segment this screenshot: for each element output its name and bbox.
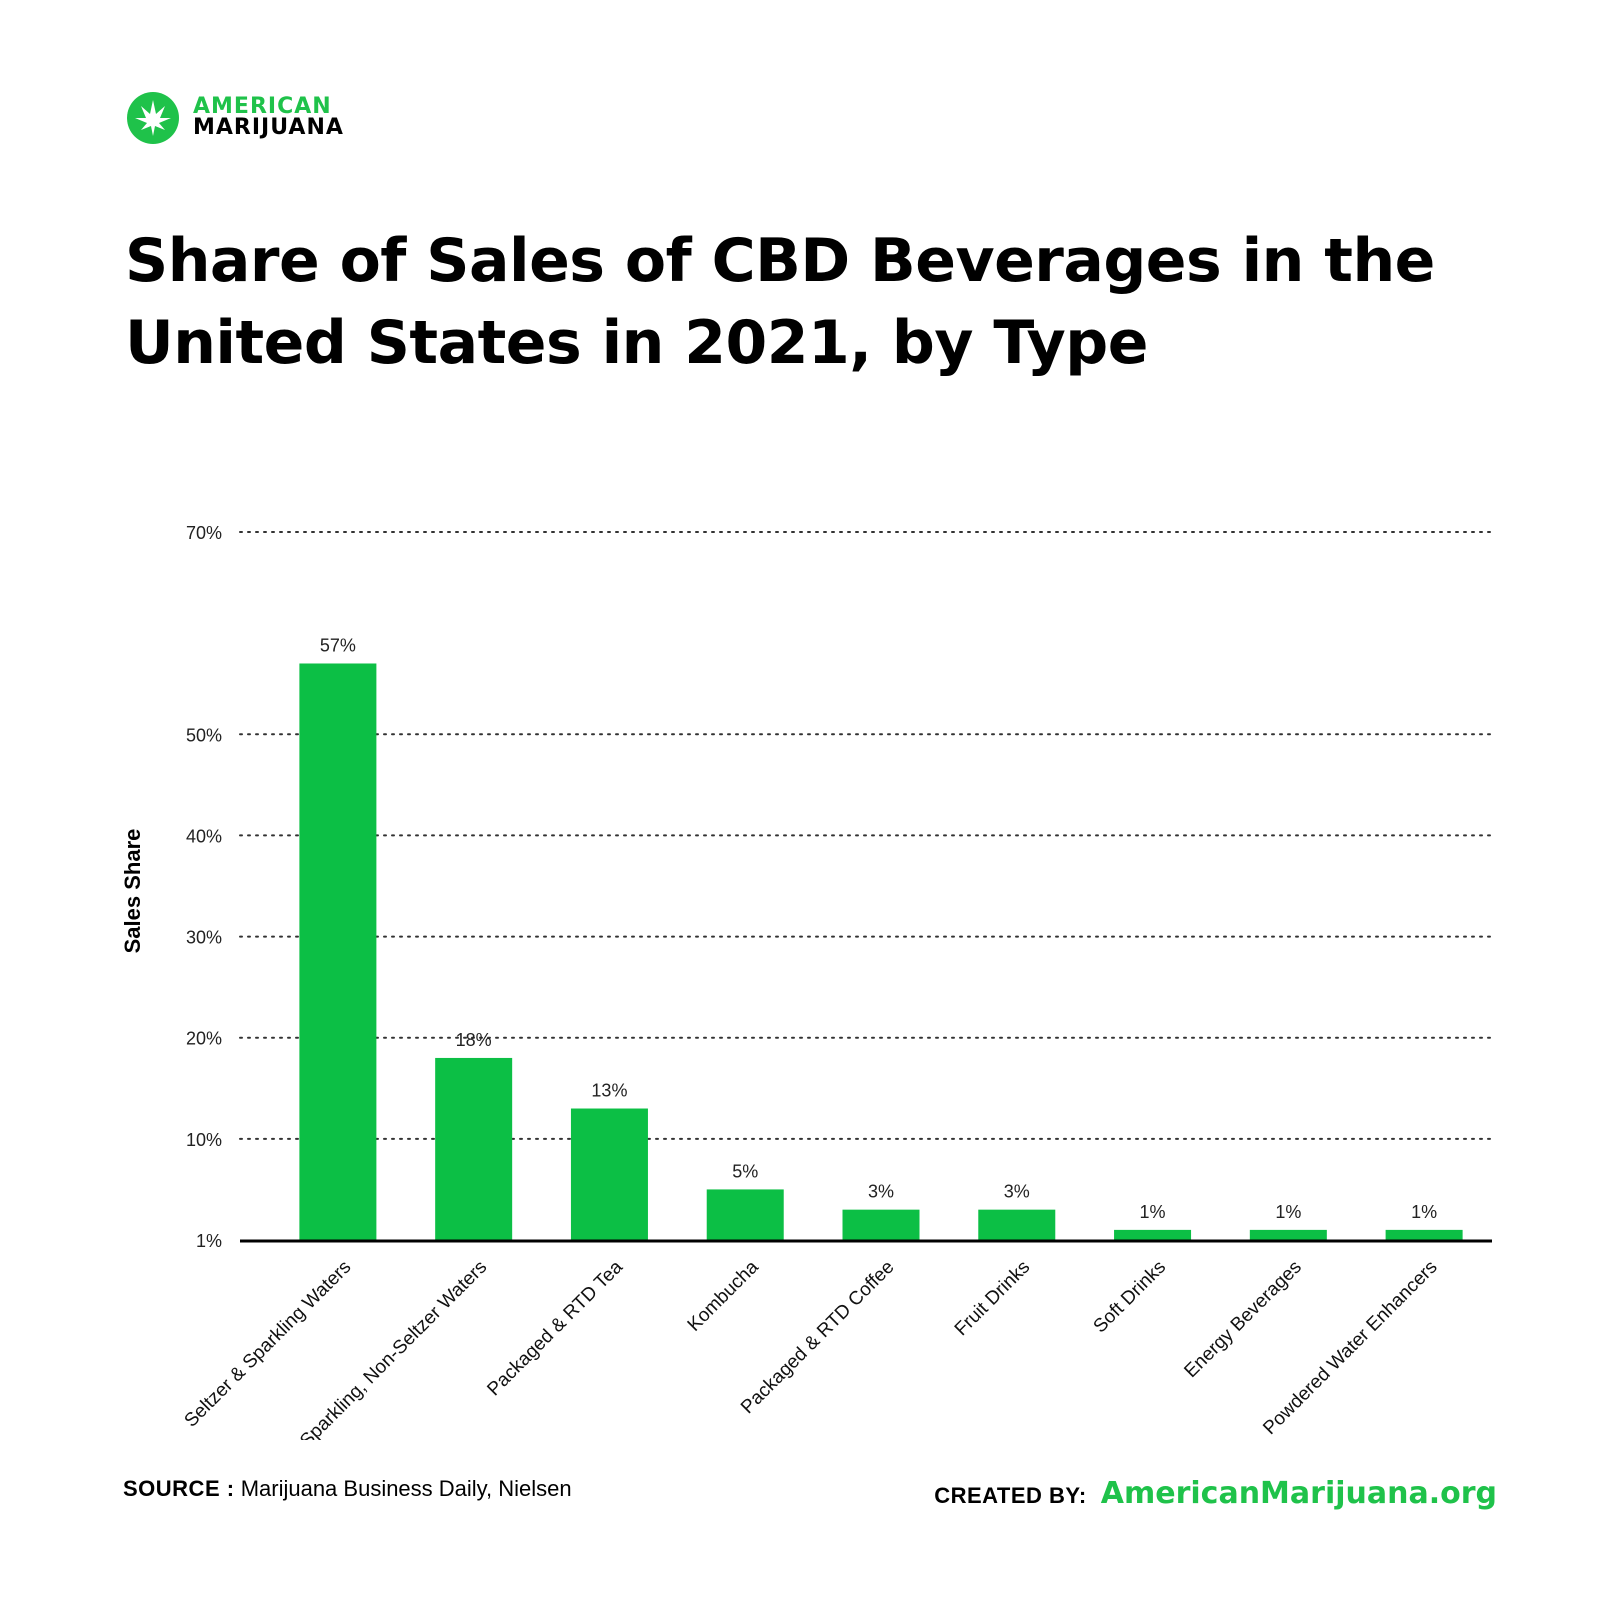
bar-chart: 1% 10% 20% 30% 40% 50% 70% 57% Seltzer & Sparkli… <box>0 480 1600 1440</box>
bar <box>1249 1229 1327 1240</box>
x-tick-label: Kombucha <box>684 1256 763 1335</box>
x-tick-label: Energy Beverages <box>1180 1257 1305 1382</box>
bar-value-label: 57% <box>320 635 356 655</box>
y-tick-label: 70% <box>186 523 222 543</box>
y-tick-label: 50% <box>186 725 222 745</box>
bar <box>435 1057 513 1240</box>
x-tick-label: Packaged & RTD Coffee <box>737 1257 898 1418</box>
brand-logo: AMERICAN MARIJUANA <box>125 90 344 146</box>
brand-name-line1: AMERICAN <box>193 94 332 120</box>
bar-value-label: 3% <box>1004 1182 1030 1202</box>
bar-value-label: 1% <box>1275 1202 1301 1222</box>
source-note: SOURCE : Marijuana Business Daily, Niels… <box>123 1476 572 1502</box>
y-tick-label: 1% <box>196 1231 222 1251</box>
bar-value-label: 18% <box>456 1030 492 1050</box>
bar-value-label: 5% <box>732 1161 758 1181</box>
x-tick-label: Soft Drinks <box>1090 1257 1171 1338</box>
source-text: Marijuana Business Daily, Nielsen <box>240 1476 572 1501</box>
bar <box>842 1209 920 1240</box>
bar <box>299 663 377 1240</box>
chart-svg: 1%10%20%30%40%50%70%57%Seltzer & Sparkli… <box>120 523 1493 1440</box>
bar <box>1114 1229 1192 1240</box>
created-by: CREATED BY: AmericanMarijuana.org <box>934 1476 1497 1511</box>
cannabis-leaf-icon <box>127 92 179 144</box>
bar-value-label: 1% <box>1411 1202 1437 1222</box>
bar <box>570 1108 648 1240</box>
x-tick-label: Non-Sparkling, Non-Seltzer Waters <box>267 1257 491 1440</box>
bar <box>706 1189 784 1240</box>
source-label: SOURCE : <box>123 1476 235 1501</box>
bar-value-label: 13% <box>591 1081 627 1101</box>
created-by-link[interactable]: AmericanMarijuana.org <box>1100 1476 1497 1511</box>
y-tick-label: 10% <box>186 1130 222 1150</box>
y-tick-label: 30% <box>186 928 222 948</box>
created-by-label: CREATED BY: <box>934 1483 1087 1508</box>
chart-title: Share of Sales of CBD Beverages in the U… <box>125 226 1435 378</box>
y-tick-label: 40% <box>186 826 222 846</box>
bar <box>1385 1229 1463 1240</box>
y-tick-label: 20% <box>186 1029 222 1049</box>
bar <box>978 1209 1056 1240</box>
y-axis-label: Sales Share <box>120 829 145 954</box>
bar-value-label: 1% <box>1140 1202 1166 1222</box>
x-tick-label: Fruit Drinks <box>951 1257 1035 1341</box>
brand-name-line2: MARIJUANA <box>193 115 344 140</box>
x-tick-label: Packaged & RTD Tea <box>483 1256 627 1400</box>
bar-value-label: 3% <box>868 1182 894 1202</box>
